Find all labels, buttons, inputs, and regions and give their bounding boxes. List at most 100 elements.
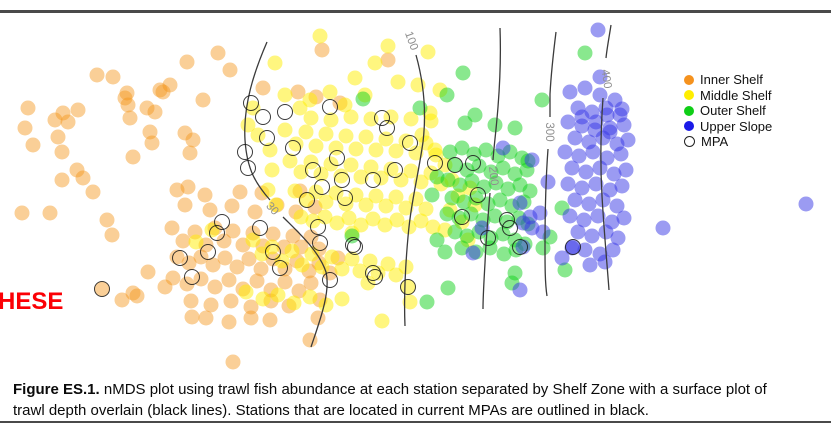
scatter-point — [318, 297, 334, 313]
scatter-point — [329, 215, 345, 231]
scatter-point — [89, 67, 105, 83]
scatter-point — [592, 87, 608, 103]
scatter-point — [403, 111, 419, 127]
scatter-point — [588, 176, 604, 192]
scatter-point — [570, 224, 586, 240]
contour-label-400: 400 — [599, 69, 614, 90]
scatter-point — [574, 180, 590, 196]
scatter-point — [380, 52, 396, 68]
mpa-outline-ring — [312, 235, 328, 251]
scatter-point — [262, 142, 278, 158]
caption-line-1: Figure ES.1. nMDS plot using trawl fish … — [13, 381, 767, 398]
scatter-point — [425, 219, 441, 235]
scatter-point — [562, 208, 578, 224]
scatter-point — [459, 228, 475, 244]
scatter-point — [195, 92, 211, 108]
scatter-point — [210, 45, 226, 61]
scatter-point — [439, 87, 455, 103]
scatter-point — [512, 195, 528, 211]
mpa-outline-ring — [305, 162, 321, 178]
legend-item: Inner Shelf — [684, 72, 772, 88]
mpa-outline-ring — [334, 172, 350, 188]
legend-item: MPA — [684, 134, 772, 150]
mpa-outline-ring — [379, 120, 395, 136]
mpa-outline-ring — [465, 155, 481, 171]
scatter-point — [318, 126, 334, 142]
mpa-outline-ring — [502, 220, 518, 236]
scatter-point — [606, 166, 622, 182]
scatter-point — [348, 141, 364, 157]
scatter-point — [363, 159, 379, 175]
scatter-point — [343, 109, 359, 125]
scatter-point — [599, 107, 615, 123]
contour-line-400 — [600, 24, 612, 291]
scatter-point — [592, 69, 608, 85]
mpa-outline-ring — [184, 269, 200, 285]
scatter-point — [177, 125, 193, 141]
contour-line-200 — [482, 27, 502, 310]
scatter-point — [534, 92, 550, 108]
scatter-point — [290, 84, 306, 100]
scatter-point — [507, 265, 523, 281]
scatter-point — [197, 187, 213, 203]
scatter-point — [54, 172, 70, 188]
scatter-point — [343, 157, 359, 173]
scatter-point — [605, 242, 621, 258]
mpa-outline-ring — [310, 219, 326, 235]
mpa-ring-icon — [684, 136, 695, 148]
scatter-point — [620, 132, 636, 148]
scatter-point — [564, 160, 580, 176]
contour-line-300 — [544, 31, 557, 297]
scatter-point — [567, 130, 583, 146]
scatter-point — [229, 259, 245, 275]
scatter-point — [265, 226, 281, 242]
scatter-point — [169, 182, 185, 198]
scatter-point — [54, 144, 70, 160]
scatter-point — [245, 232, 261, 248]
mpa-outline-ring — [200, 244, 216, 260]
scatter-point — [293, 164, 309, 180]
scatter-point — [557, 144, 573, 160]
scatter-point — [402, 294, 418, 310]
scatter-point — [122, 110, 138, 126]
scatter-point — [277, 274, 293, 290]
scatter-point — [184, 309, 200, 325]
scatter-point — [338, 128, 354, 144]
scatter-point — [467, 107, 483, 123]
scatter-point — [798, 196, 814, 212]
contour-label-100: 100 — [402, 30, 420, 52]
scatter-point — [105, 69, 121, 85]
legend-item: Middle Shelf — [684, 88, 772, 104]
mpa-outline-ring — [259, 130, 275, 146]
scatter-point — [322, 84, 338, 100]
scatter-point — [389, 212, 405, 228]
scatter-point — [352, 263, 368, 279]
scatter-point — [442, 144, 458, 160]
legend-dot-icon — [684, 90, 694, 101]
scatter-point — [377, 217, 393, 233]
scatter-point — [282, 153, 298, 169]
scatter-point — [567, 192, 583, 208]
scatter-point — [285, 228, 301, 244]
scatter-point — [419, 294, 435, 310]
mpa-outline-ring — [94, 281, 110, 297]
scatter-point — [480, 196, 496, 212]
scatter-point — [232, 184, 248, 200]
scatter-point — [264, 162, 280, 178]
scatter-point — [439, 206, 455, 222]
scatter-point — [590, 22, 606, 38]
bottom-border-line — [0, 421, 831, 423]
mpa-outline-ring — [265, 244, 281, 260]
scatter-point — [577, 242, 593, 258]
scatter-point — [20, 100, 36, 116]
scatter-point — [368, 142, 384, 158]
scatter-point — [557, 262, 573, 278]
scatter-point — [277, 87, 293, 103]
scatter-point — [292, 100, 308, 116]
top-border-line — [0, 10, 831, 13]
scatter-point — [487, 117, 503, 133]
scatter-point — [120, 97, 136, 113]
mpa-outline-ring — [322, 99, 338, 115]
scatter-point — [202, 202, 218, 218]
